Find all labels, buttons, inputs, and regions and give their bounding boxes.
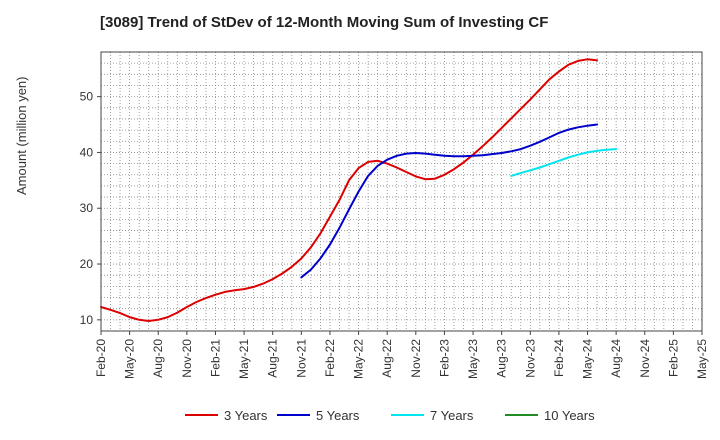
series-line-2 bbox=[510, 148, 618, 177]
x-tick-label: Nov-21 bbox=[294, 339, 308, 378]
x-tick-label: May-25 bbox=[695, 339, 709, 379]
plot-area bbox=[101, 52, 702, 331]
y-tick-label: 10 bbox=[80, 313, 94, 327]
x-tick-label: Aug-21 bbox=[266, 339, 280, 378]
y-tick-label: 20 bbox=[80, 257, 94, 271]
x-tick-label: Feb-22 bbox=[323, 339, 337, 377]
x-tick-label: Nov-23 bbox=[523, 339, 537, 378]
x-tick-label: Feb-24 bbox=[552, 339, 566, 377]
x-tick-label: Aug-22 bbox=[380, 339, 394, 378]
x-tick-label: Feb-23 bbox=[437, 339, 451, 377]
x-tick-label: Feb-21 bbox=[208, 339, 222, 377]
legend-label-1: 5 Years bbox=[316, 408, 360, 423]
legend-label-0: 3 Years bbox=[224, 408, 268, 423]
x-tick-label: May-23 bbox=[466, 339, 480, 379]
legend-label-3: 10 Years bbox=[544, 408, 595, 423]
y-tick-label: 50 bbox=[80, 90, 94, 104]
x-tick-label: Nov-20 bbox=[180, 339, 194, 378]
x-tick-label: Aug-24 bbox=[609, 339, 623, 378]
x-tick-label: Aug-23 bbox=[495, 339, 509, 378]
x-tick-label: May-24 bbox=[581, 339, 595, 379]
chart-title: [3089] Trend of StDev of 12-Month Moving… bbox=[100, 14, 549, 31]
series-line-0 bbox=[100, 58, 599, 322]
x-tick-label: May-21 bbox=[237, 339, 251, 379]
x-tick-label: Feb-20 bbox=[94, 339, 108, 377]
x-tick-label: May-20 bbox=[123, 339, 137, 379]
x-tick-label: Feb-25 bbox=[666, 339, 680, 377]
x-tick-label: Aug-20 bbox=[151, 339, 165, 378]
series-line-1 bbox=[300, 123, 599, 279]
y-tick-label: 40 bbox=[80, 145, 94, 159]
x-tick-label: May-22 bbox=[352, 339, 366, 379]
y-tick-label: 30 bbox=[80, 201, 94, 215]
legend-label-2: 7 Years bbox=[430, 408, 474, 423]
x-tick-label: Nov-24 bbox=[638, 339, 652, 378]
x-tick-label: Nov-22 bbox=[409, 339, 423, 378]
plot-frame bbox=[100, 51, 703, 332]
